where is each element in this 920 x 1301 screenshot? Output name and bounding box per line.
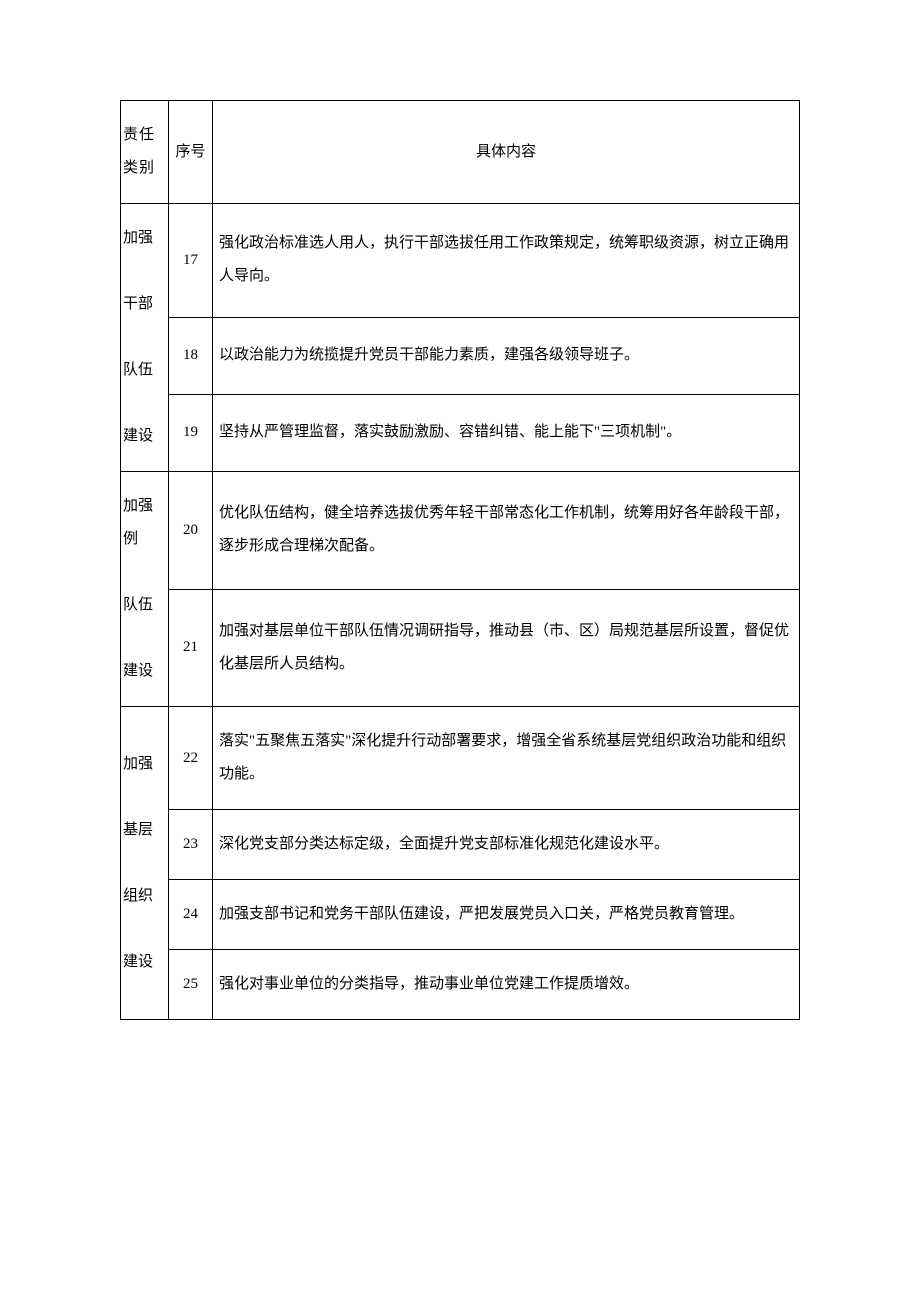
header-category-text: 责任类别 xyxy=(123,119,164,185)
seq-cell: 22 xyxy=(169,707,213,810)
content-cell: 落实"五聚焦五落实"深化提升行动部署要求，增强全省系统基层党组织政治功能和组织功… xyxy=(213,707,800,810)
category-cell: 加强例队伍建设 xyxy=(121,472,169,707)
seq-cell: 24 xyxy=(169,880,213,950)
content-cell: 加强支部书记和党务干部队伍建设，严把发展党员入口关，严格党员教育管理。 xyxy=(213,880,800,950)
table-header-row: 责任类别 序号 具体内容 xyxy=(121,101,800,204)
category-cell: 加强干部队伍建设 xyxy=(121,204,169,472)
seq-cell: 23 xyxy=(169,810,213,880)
table-row: 21 加强对基层单位干部队伍情况调研指导，推动县（市、区）局规范基层所设置，督促… xyxy=(121,589,800,707)
content-cell: 深化党支部分类达标定级，全面提升党支部标准化规范化建设水平。 xyxy=(213,810,800,880)
table-row: 23 深化党支部分类达标定级，全面提升党支部标准化规范化建设水平。 xyxy=(121,810,800,880)
content-cell: 强化政治标准选人用人，执行干部选拔任用工作政策规定，统筹职级资源，树立正确用人导… xyxy=(213,204,800,318)
category-text: 加强例队伍建设 xyxy=(123,490,164,688)
seq-cell: 21 xyxy=(169,589,213,707)
seq-cell: 20 xyxy=(169,472,213,590)
content-cell: 以政治能力为统揽提升党员干部能力素质，建强各级领导班子。 xyxy=(213,317,800,394)
category-cell: 加强基层组织建设 xyxy=(121,707,169,1020)
table-row: 加强干部队伍建设 17 强化政治标准选人用人，执行干部选拔任用工作政策规定，统筹… xyxy=(121,204,800,318)
table-row: 25 强化对事业单位的分类指导，推动事业单位党建工作提质增效。 xyxy=(121,950,800,1020)
content-cell: 坚持从严管理监督，落实鼓励激励、容错纠错、能上能下"三项机制"。 xyxy=(213,394,800,471)
table-row: 加强基层组织建设 22 落实"五聚焦五落实"深化提升行动部署要求，增强全省系统基… xyxy=(121,707,800,810)
seq-cell: 17 xyxy=(169,204,213,318)
table-row: 24 加强支部书记和党务干部队伍建设，严把发展党员入口关，严格党员教育管理。 xyxy=(121,880,800,950)
seq-cell: 25 xyxy=(169,950,213,1020)
header-seq: 序号 xyxy=(169,101,213,204)
table-row: 19 坚持从严管理监督，落实鼓励激励、容错纠错、能上能下"三项机制"。 xyxy=(121,394,800,471)
content-cell: 优化队伍结构，健全培养选拔优秀年轻干部常态化工作机制，统筹用好各年龄段干部，逐步… xyxy=(213,472,800,590)
table-row: 18 以政治能力为统揽提升党员干部能力素质，建强各级领导班子。 xyxy=(121,317,800,394)
content-cell: 强化对事业单位的分类指导，推动事业单位党建工作提质增效。 xyxy=(213,950,800,1020)
header-category: 责任类别 xyxy=(121,101,169,204)
seq-cell: 18 xyxy=(169,317,213,394)
responsibility-table: 责任类别 序号 具体内容 加强干部队伍建设 17 强化政治标准选人用人，执行干部… xyxy=(120,100,800,1020)
category-text: 加强干部队伍建设 xyxy=(123,222,164,453)
header-content: 具体内容 xyxy=(213,101,800,204)
content-cell: 加强对基层单位干部队伍情况调研指导，推动县（市、区）局规范基层所设置，督促优化基… xyxy=(213,589,800,707)
category-text: 加强基层组织建设 xyxy=(123,748,164,979)
table-row: 加强例队伍建设 20 优化队伍结构，健全培养选拔优秀年轻干部常态化工作机制，统筹… xyxy=(121,472,800,590)
seq-cell: 19 xyxy=(169,394,213,471)
